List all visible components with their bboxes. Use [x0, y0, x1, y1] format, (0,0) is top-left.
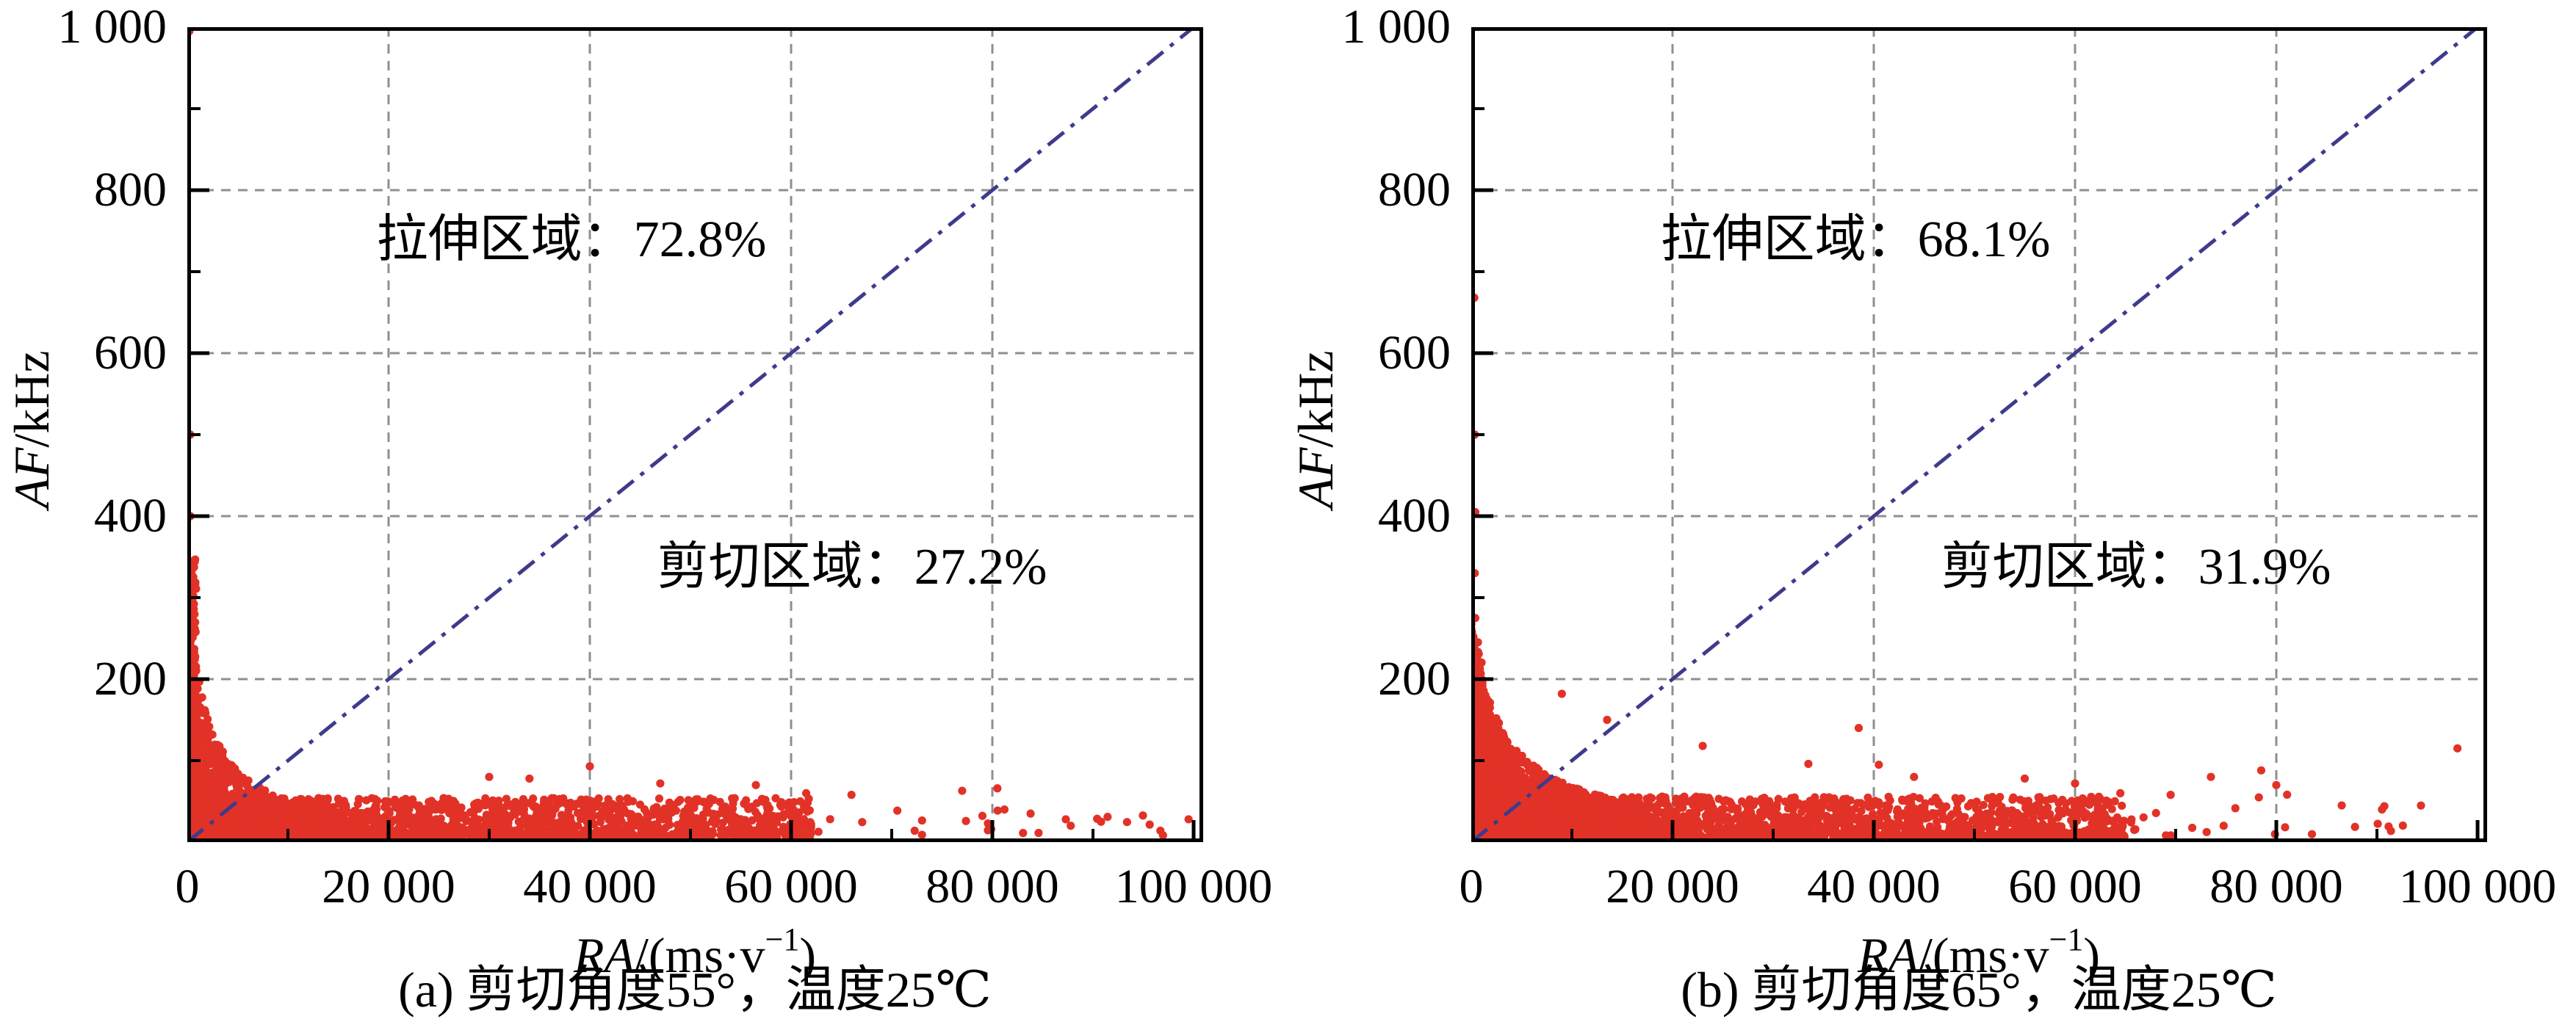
boundary-diagonal-line [187, 27, 1197, 842]
x-tick-label: 40 000 [1807, 860, 1941, 913]
x-axis-label-close: ) [799, 927, 817, 983]
x-axis-label-italic: RA [573, 927, 635, 983]
x-axis-label-close: ) [2083, 927, 2101, 983]
y-tick-label: 600 [1378, 326, 1451, 380]
tensile-region-annotation-b: 拉伸区域：68.1% [1660, 211, 2051, 268]
x-axis-label-superscript: −1 [2049, 921, 2084, 957]
x-tick-label: 0 [1459, 860, 1484, 913]
x-tick-label: 0 [175, 860, 200, 913]
x-axis-label-a: RA/(ms·v−1) [475, 909, 915, 983]
panel-caption-a: (a) 剪切角度55°，温度25℃ [398, 962, 992, 1018]
shear-region-annotation-b: 剪切区域：31.9% [1941, 539, 2331, 595]
scatter-points [1471, 27, 2462, 842]
y-axis-label-a: AF/kHz [1, 209, 62, 650]
x-tick-label: 20 000 [322, 860, 455, 913]
x-tick-label: 80 000 [926, 860, 1059, 913]
y-axis-label-b: AF/kHz [1285, 209, 1346, 650]
y-tick-label: 1 000 [1341, 0, 1451, 54]
shear-region-annotation-a: 剪切区域：27.2% [657, 539, 1047, 595]
x-tick-label: 100 000 [2398, 860, 2557, 913]
x-tick-label: 60 000 [2008, 860, 2142, 913]
plot-frame [187, 27, 1203, 842]
y-tick-label: 400 [94, 489, 167, 543]
plot-frame [1471, 27, 2487, 842]
y-tick-label: 800 [1378, 163, 1451, 217]
panel-caption-b: (b) 剪切角度65°，温度25℃ [1681, 962, 2277, 1018]
x-axis-label-b: RA/(ms·v−1) [1758, 909, 2199, 983]
x-axis-label-unit: /(ms·v [635, 927, 765, 983]
y-tick-label: 200 [1378, 652, 1451, 706]
boundary-diagonal-line [1471, 27, 2481, 842]
y-tick-label: 400 [1378, 489, 1451, 543]
x-tick-label: 100 000 [1114, 860, 1273, 913]
tensile-region-annotation-a: 拉伸区域：72.8% [376, 211, 767, 268]
x-tick-label: 80 000 [2209, 860, 2343, 913]
x-axis-label-superscript: −1 [765, 921, 800, 957]
y-tick-label: 200 [94, 652, 167, 706]
y-tick-label: 800 [94, 163, 167, 217]
x-axis-label-italic: RA [1857, 927, 1919, 983]
plot-area-a [187, 27, 1203, 842]
scatter-points [187, 27, 1193, 842]
plot-area-b [1471, 27, 2487, 842]
x-tick-label: 60 000 [724, 860, 858, 913]
y-tick-label: 600 [94, 326, 167, 380]
x-tick-label: 40 000 [523, 860, 657, 913]
y-tick-label: 1 000 [57, 0, 167, 54]
x-axis-label-unit: /(ms·v [1919, 927, 2049, 983]
x-tick-label: 20 000 [1606, 860, 1739, 913]
